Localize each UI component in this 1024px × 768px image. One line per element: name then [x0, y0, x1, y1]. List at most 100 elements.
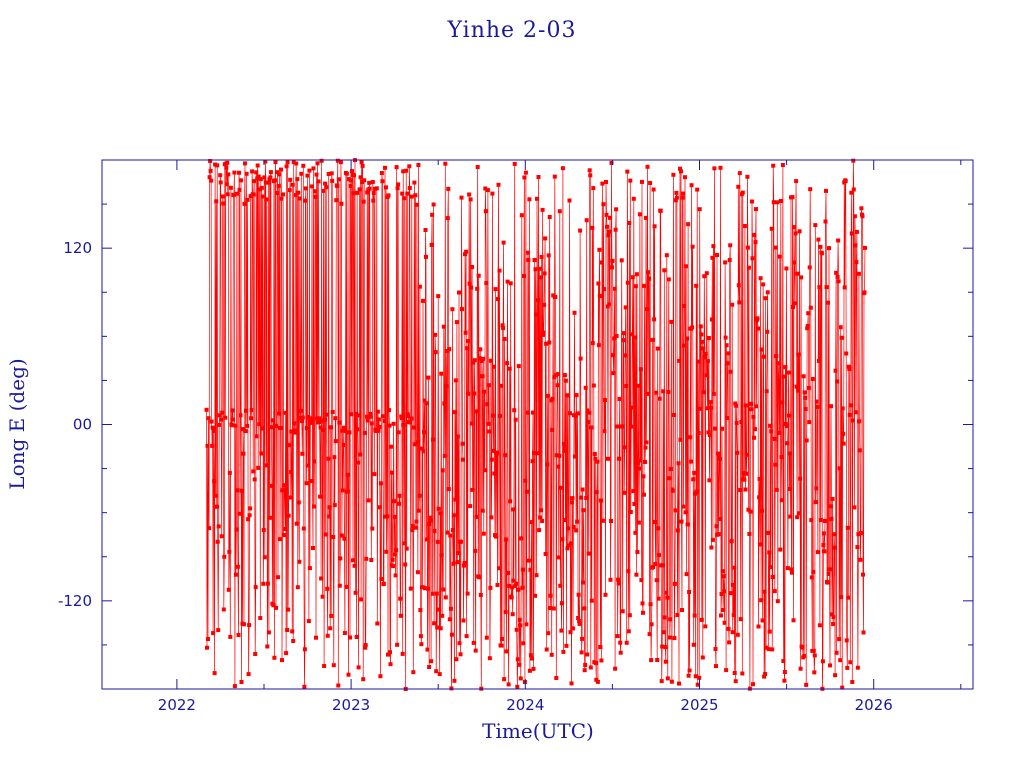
- data-layer: [204, 158, 867, 691]
- data-point: [388, 650, 392, 655]
- data-point: [728, 369, 733, 374]
- data-point: [624, 384, 629, 388]
- data-point: [724, 668, 729, 673]
- data-point: [357, 187, 362, 192]
- data-point: [790, 570, 794, 575]
- data-point: [569, 681, 574, 686]
- data-point: [293, 428, 298, 433]
- data-point: [298, 415, 303, 420]
- data-point: [683, 175, 687, 180]
- data-point: [615, 634, 620, 639]
- data-point: [662, 615, 667, 620]
- data-point: [623, 353, 628, 358]
- data-point: [702, 355, 707, 360]
- data-point: [253, 585, 258, 590]
- data-point: [570, 500, 574, 505]
- data-point: [352, 563, 357, 568]
- data-point: [455, 560, 460, 565]
- data-point: [580, 636, 585, 641]
- data-point: [659, 679, 664, 684]
- data-point: [361, 199, 366, 204]
- data-point: [330, 178, 335, 183]
- data-point: [564, 643, 569, 648]
- data-point: [682, 304, 687, 308]
- data-point: [640, 179, 644, 184]
- data-point: [738, 617, 743, 622]
- data-point: [610, 258, 615, 263]
- data-point: [497, 268, 502, 273]
- data-point: [378, 481, 383, 486]
- data-point: [219, 417, 224, 422]
- data-point: [451, 513, 456, 518]
- data-point: [824, 285, 829, 290]
- data-point: [611, 371, 616, 376]
- data-point: [626, 629, 631, 634]
- data-point: [498, 413, 502, 418]
- data-point: [232, 684, 237, 689]
- data-point: [526, 258, 531, 262]
- data-point: [484, 635, 489, 640]
- data-point: [539, 508, 544, 513]
- data-point: [279, 196, 284, 201]
- data-point: [302, 684, 307, 689]
- data-point: [307, 566, 312, 571]
- data-point: [799, 275, 804, 280]
- data-point: [658, 208, 663, 213]
- data-point: [420, 585, 425, 590]
- data-point: [518, 676, 523, 681]
- data-point: [533, 593, 537, 598]
- data-point: [394, 548, 399, 553]
- data-point: [621, 338, 626, 343]
- data-point: [818, 244, 823, 249]
- data-point: [493, 287, 498, 292]
- data-point: [750, 199, 754, 204]
- data-point: [295, 585, 300, 590]
- data-point: [718, 517, 722, 521]
- data-point: [213, 162, 218, 167]
- data-point: [560, 166, 565, 171]
- data-point: [705, 359, 710, 364]
- data-point: [513, 417, 518, 422]
- data-point: [697, 207, 702, 212]
- data-point: [607, 229, 611, 234]
- data-point: [443, 595, 448, 600]
- data-point: [657, 396, 662, 401]
- data-point: [212, 671, 217, 676]
- data-point: [377, 425, 382, 429]
- data-point: [809, 575, 814, 580]
- data-point: [472, 391, 477, 396]
- data-point: [797, 511, 802, 516]
- data-point: [628, 178, 633, 183]
- data-point: [354, 635, 359, 639]
- data-point: [302, 647, 307, 652]
- data-point: [730, 302, 735, 307]
- data-point: [730, 630, 735, 635]
- data-point: [575, 519, 580, 524]
- data-point: [265, 644, 270, 649]
- data-point: [726, 626, 731, 631]
- data-point: [734, 421, 739, 425]
- data-point: [442, 401, 447, 406]
- data-point: [306, 619, 311, 624]
- data-point: [324, 412, 329, 417]
- data-point: [735, 632, 740, 637]
- data-point: [729, 591, 734, 596]
- data-point: [466, 339, 471, 344]
- data-point: [663, 645, 668, 650]
- data-point: [471, 360, 476, 365]
- data-point: [847, 367, 852, 372]
- data-point: [262, 555, 267, 560]
- data-point: [243, 161, 247, 166]
- data-point: [649, 622, 654, 627]
- data-point: [501, 326, 506, 331]
- data-point: [743, 487, 748, 492]
- data-point: [527, 668, 532, 673]
- data-point: [543, 236, 548, 241]
- data-point: [432, 621, 437, 626]
- data-point: [487, 656, 492, 661]
- data-point: [614, 207, 619, 212]
- data-point: [765, 290, 770, 295]
- data-point: [477, 575, 482, 580]
- data-point: [401, 422, 406, 427]
- data-point: [489, 457, 494, 462]
